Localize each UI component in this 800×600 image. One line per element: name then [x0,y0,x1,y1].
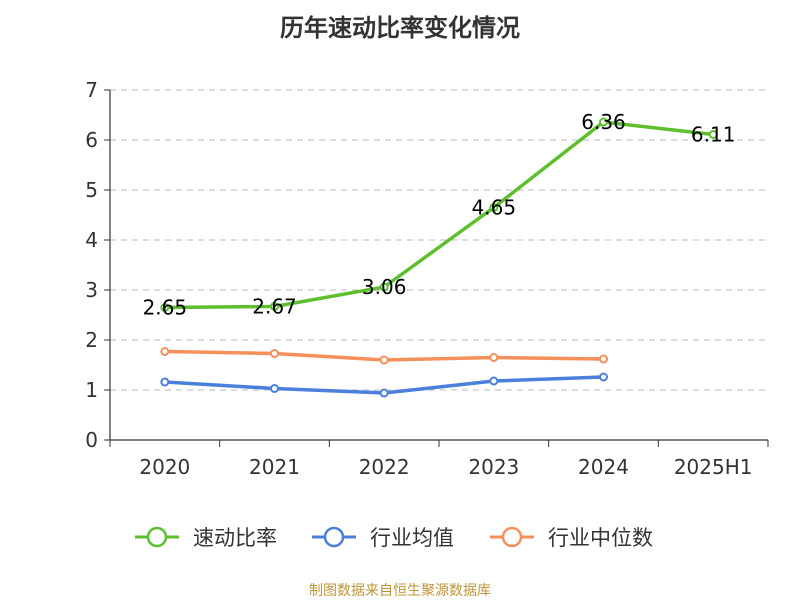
x-tick-label: 2020 [139,455,190,479]
legend-swatch-marker [323,526,345,548]
y-tick-label: 5 [85,178,98,202]
data-point [270,302,279,311]
series-line [164,120,714,310]
data-label: 2.67 [252,295,297,319]
y-tick-label: 6 [85,128,98,152]
data-label: 6.36 [581,110,626,134]
chart-title: 历年速动比率变化情况 [280,14,520,42]
y-tick-label: 4 [85,228,98,252]
legend-swatch-marker [146,526,168,548]
x-tick-label: 2024 [578,455,629,479]
data-label: 2.65 [143,296,188,320]
y-tick-label: 3 [85,278,98,302]
legend-label: 行业中位数 [548,526,653,550]
source-note: 制图数据来自恒生聚源数据库 [309,583,491,599]
data-point [379,282,389,292]
x-tick-label: 2025H1 [674,455,753,479]
data-point [708,130,718,139]
x-tick-label: 2021 [249,455,300,479]
data-label: 3.06 [362,275,407,299]
y-tick-label: 1 [85,378,98,402]
data-point [270,349,279,358]
data-point [270,384,279,393]
data-point [160,347,170,356]
legend-swatch-marker [501,526,523,548]
data-label: 4.65 [472,196,517,220]
data-point [489,353,499,362]
data-point [599,354,608,364]
data-point [160,377,170,387]
data-point [599,372,608,382]
data-point [489,376,499,386]
legend-label: 速动比率 [193,526,277,550]
data-point [379,355,389,365]
y-tick-label: 0 [85,428,98,452]
x-tick-label: 2022 [359,455,410,479]
data-point [489,203,499,212]
data-point [599,117,608,127]
y-tick-label: 2 [85,328,98,352]
data-label: 6.11 [691,123,736,147]
data-point [160,303,170,312]
data-point [379,388,389,398]
legend-label: 行业均值 [370,526,454,550]
x-tick-label: 2023 [468,455,519,479]
y-tick-label: 7 [85,78,98,102]
